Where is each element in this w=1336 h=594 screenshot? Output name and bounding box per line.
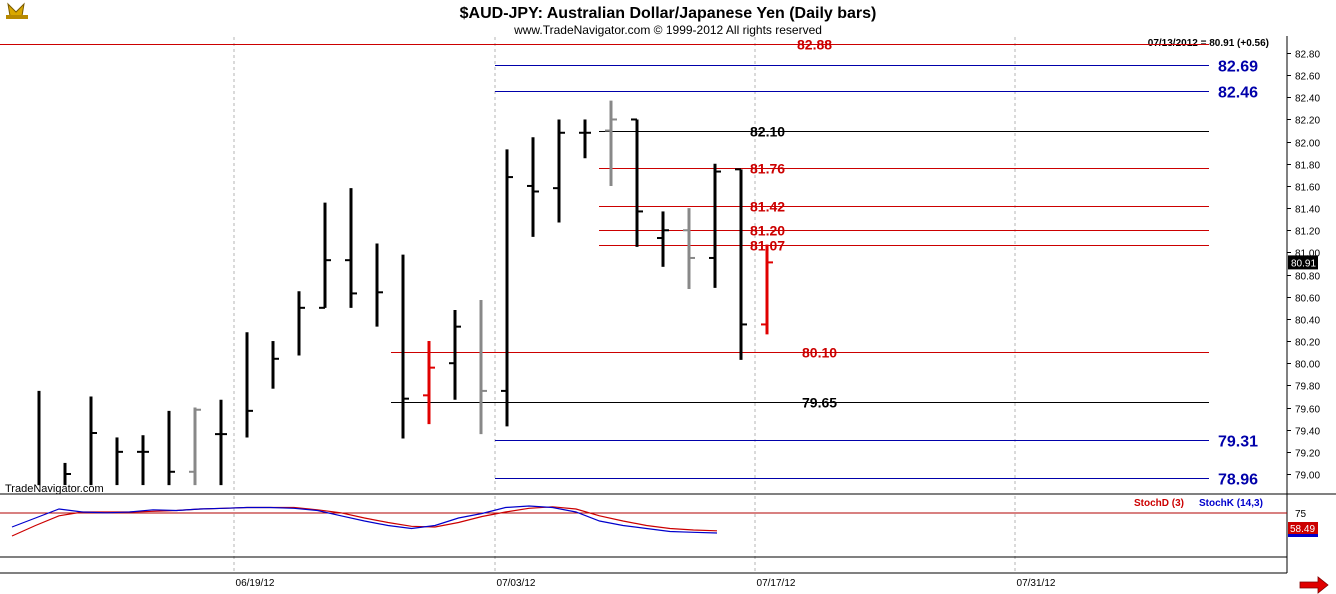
price-tick-label: 81.60	[1295, 183, 1320, 194]
price-bar	[631, 118, 643, 247]
level-label-10: 79.31	[1218, 434, 1258, 451]
price-bar	[479, 300, 487, 435]
level-label-3: 82.10	[750, 124, 785, 140]
price-bar	[735, 168, 747, 360]
price-tick-label: 82.60	[1295, 72, 1320, 83]
price-bar	[115, 437, 123, 486]
stochastic-panel: StochD (3) StochK (14,3) 75 58.49	[0, 498, 1318, 558]
price-bar	[657, 211, 669, 267]
price-bar	[271, 341, 279, 389]
price-bar	[319, 202, 331, 309]
price-tick-label: 79.00	[1295, 471, 1320, 482]
last-price-label: 80.91	[1291, 258, 1316, 269]
price-bar	[215, 399, 227, 486]
level-label-0: 82.88	[797, 37, 832, 53]
stoch-axis-label: 75	[1295, 509, 1307, 520]
stoch-value-marker	[1288, 522, 1318, 534]
price-bar	[375, 243, 383, 327]
price-bar	[553, 119, 565, 223]
price-bar	[401, 254, 409, 439]
last-quote-text: 07/13/2012 = 80.91 (+0.56)	[1148, 38, 1269, 49]
stoch-k-legend: StochK (14,3)	[1199, 498, 1263, 509]
level-label-5: 81.42	[750, 199, 785, 215]
date-label: 07/03/12	[497, 578, 536, 589]
scroll-right-arrow-icon[interactable]	[1299, 576, 1329, 594]
level-label-11: 78.96	[1218, 472, 1258, 489]
date-label: 06/19/12	[236, 578, 275, 589]
date-axis: 06/19/12 07/03/12 07/17/12 07/31/12	[236, 578, 1056, 589]
chart-title: $AUD-JPY: Australian Dollar/Japanese Yen…	[460, 5, 877, 22]
copyright-text: www.TradeNavigator.com © 1999-2012 All r…	[513, 23, 822, 37]
price-tick-label: 79.20	[1295, 449, 1320, 460]
price-tick-label: 81.80	[1295, 161, 1320, 172]
price-tick-label: 82.40	[1295, 94, 1320, 105]
price-axis: 82.80 82.60 82.40 82.20 82.00 81.80 81.60 81.40…	[1287, 50, 1320, 482]
level-label-2: 82.46	[1218, 85, 1258, 102]
price-tick-label: 80.40	[1295, 316, 1320, 327]
price-bar	[245, 332, 253, 438]
stoch-k-marker	[1288, 534, 1318, 537]
price-bar	[709, 163, 721, 288]
price-tick-label: 81.00	[1295, 249, 1320, 260]
price-tick-label: 80.20	[1295, 338, 1320, 349]
grid-layer	[233, 37, 1016, 572]
watermark-text: TradeNavigator.com	[5, 483, 104, 495]
price-tick-label: 80.00	[1295, 360, 1320, 371]
price-tick-label: 80.60	[1295, 294, 1320, 305]
level-label-9: 79.65	[802, 395, 837, 411]
price-bar	[189, 407, 201, 486]
levels-layer: 82.8882.6982.4682.1081.7681.4281.2081.07…	[0, 37, 1258, 489]
price-tick-label: 79.80	[1295, 382, 1320, 393]
price-bar	[683, 208, 695, 289]
price-tick-label: 82.00	[1295, 139, 1320, 150]
level-label-6: 81.20	[750, 223, 785, 239]
price-bar	[579, 119, 591, 159]
bars-layer	[37, 100, 773, 486]
price-bar	[527, 137, 539, 237]
date-label: 07/31/12	[1017, 578, 1056, 589]
price-bar	[167, 410, 175, 486]
level-label-1: 82.69	[1218, 59, 1258, 76]
price-tick-label: 80.80	[1295, 272, 1320, 283]
price-tick-label: 81.20	[1295, 227, 1320, 238]
date-label: 07/17/12	[757, 578, 796, 589]
level-label-4: 81.76	[750, 161, 785, 177]
price-bar	[89, 396, 97, 486]
logo-icon	[6, 2, 28, 19]
price-tick-label: 82.20	[1295, 116, 1320, 127]
price-bar	[423, 341, 435, 425]
price-bar	[297, 291, 305, 356]
price-tick-label: 79.60	[1295, 405, 1320, 416]
price-bar	[137, 435, 149, 486]
stoch-k-line	[11, 505, 718, 534]
price-bar	[605, 100, 617, 186]
price-bar	[449, 310, 461, 400]
price-bar	[501, 149, 513, 427]
price-bar	[761, 244, 773, 335]
stoch-d-legend: StochD (3)	[1134, 498, 1184, 509]
price-bar	[345, 188, 357, 308]
last-price-marker	[1288, 255, 1318, 270]
price-tick-label: 81.40	[1295, 205, 1320, 216]
price-tick-label: 82.80	[1295, 50, 1320, 61]
price-tick-label: 79.40	[1295, 427, 1320, 438]
level-label-8: 80.10	[802, 345, 837, 361]
price-bar	[63, 462, 71, 486]
stoch-value-label: 58.49	[1290, 524, 1315, 535]
